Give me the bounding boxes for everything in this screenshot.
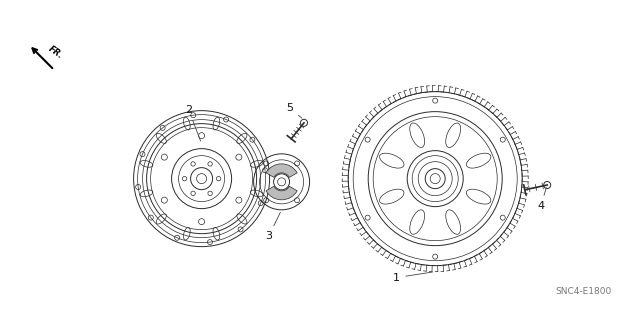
Text: 2: 2 — [185, 105, 200, 141]
Text: 4: 4 — [537, 188, 547, 211]
Wedge shape — [266, 164, 297, 177]
Text: SNC4-E1800: SNC4-E1800 — [555, 287, 611, 296]
Text: 3: 3 — [266, 212, 280, 241]
Text: 5: 5 — [287, 103, 302, 118]
Wedge shape — [266, 186, 297, 200]
Text: 1: 1 — [394, 272, 433, 283]
Text: FR.: FR. — [47, 44, 65, 61]
